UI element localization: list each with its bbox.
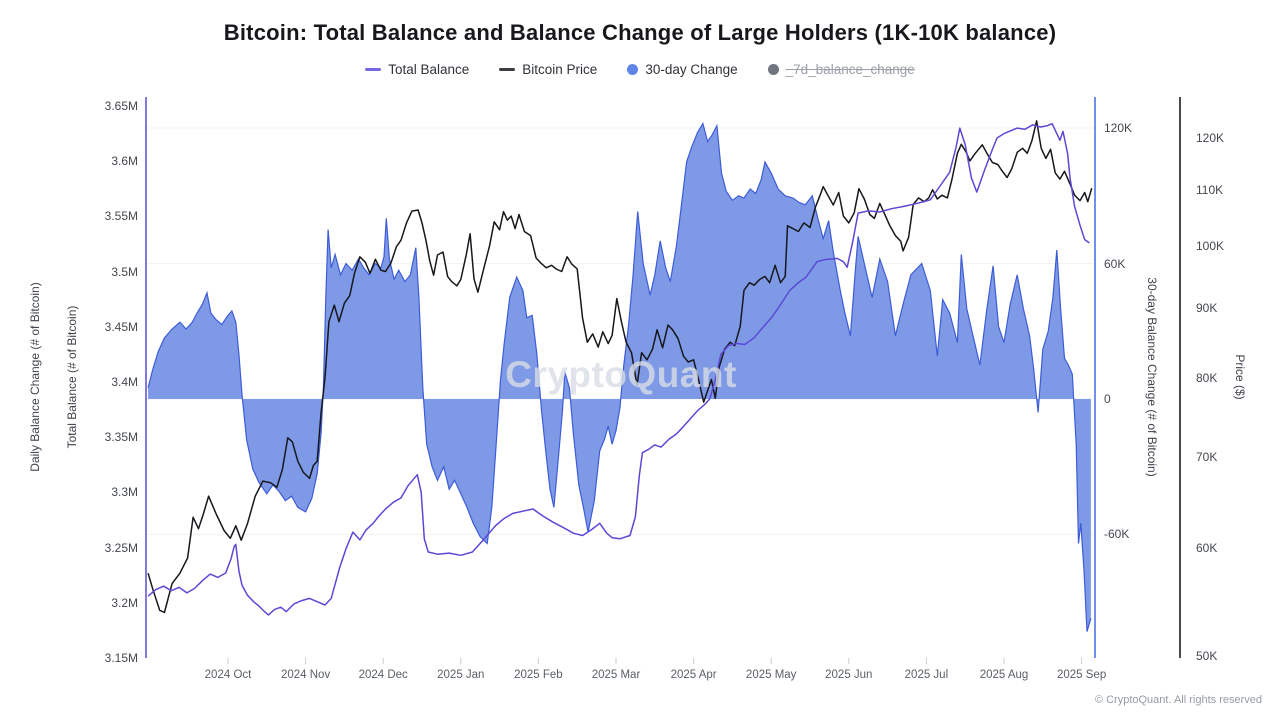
line-marker-icon bbox=[499, 68, 516, 71]
price-axis-tick: 90K bbox=[1196, 301, 1218, 316]
axis-label-total-balance: Total Balance (# of Bitcoin) bbox=[65, 305, 79, 449]
legend-item-total-balance[interactable]: Total Balance bbox=[365, 62, 469, 77]
x-axis-tick: 2025 Sep bbox=[1056, 669, 1107, 681]
balance-axis-tick: 3.55M bbox=[104, 209, 138, 224]
axis-label-daily-balance-change: Daily Balance Change (# of Bitcoin) bbox=[28, 282, 42, 472]
x-axis-tick: 2024 Dec bbox=[358, 669, 408, 681]
price-axis-tick: 70K bbox=[1196, 449, 1218, 464]
price-axis-tick: 80K bbox=[1196, 371, 1218, 385]
change-axis-tick: 60K bbox=[1104, 256, 1126, 271]
change-axis-tick: 120K bbox=[1104, 121, 1133, 135]
legend-label: _7d_balance_change bbox=[785, 62, 915, 77]
balance-axis-tick: 3.4M bbox=[111, 375, 138, 389]
legend: Total Balance Bitcoin Price 30-day Change _… bbox=[0, 62, 1280, 77]
watermark: CryptoQuant bbox=[505, 354, 737, 395]
balance-axis-tick: 3.15M bbox=[104, 651, 138, 665]
balance-axis-tick: 3.5M bbox=[111, 264, 138, 279]
balance-axis-tick: 3.6M bbox=[111, 154, 138, 169]
balance-axis-tick: 3.3M bbox=[111, 485, 138, 500]
balance-axis-tick: 3.35M bbox=[104, 430, 138, 445]
price-axis-tick: 120K bbox=[1196, 131, 1225, 146]
x-axis-tick: 2024 Nov bbox=[280, 669, 331, 681]
x-axis-tick: 2025 May bbox=[745, 669, 797, 681]
balance-axis-tick: 3.25M bbox=[104, 540, 138, 555]
price-axis-tick: 50K bbox=[1196, 648, 1218, 663]
copyright-note: © CryptoQuant. All rights reserved bbox=[1094, 694, 1262, 706]
x-axis-tick: 2025 Jun bbox=[825, 669, 873, 681]
legend-label: 30-day Change bbox=[645, 62, 738, 77]
change-axis-tick: 0 bbox=[1104, 392, 1111, 406]
x-axis-tick: 2025 Jan bbox=[437, 669, 485, 681]
legend-item-bitcoin-price[interactable]: Bitcoin Price bbox=[499, 62, 597, 77]
x-axis-tick: 2025 Jul bbox=[904, 669, 949, 681]
legend-label: Total Balance bbox=[388, 62, 470, 77]
balance-axis-tick: 3.65M bbox=[104, 99, 138, 113]
x-axis-tick: 2024 Oct bbox=[204, 669, 252, 681]
legend-label: Bitcoin Price bbox=[522, 62, 598, 77]
x-axis-tick: 2025 Mar bbox=[591, 669, 641, 681]
circle-marker-icon bbox=[767, 64, 779, 75]
change-axis-tick: -60K bbox=[1104, 527, 1130, 542]
price-axis-tick: 100K bbox=[1196, 239, 1225, 254]
x-axis-tick: 2025 Aug bbox=[979, 669, 1029, 681]
balance-axis-tick: 3.45M bbox=[104, 319, 138, 334]
line-marker-icon bbox=[365, 68, 382, 71]
circle-marker-icon bbox=[627, 64, 639, 75]
axis-label-30d-balance-change: 30-day Balance Change (# of Bitcoin) bbox=[1145, 277, 1159, 477]
page-title: Bitcoin: Total Balance and Balance Chang… bbox=[223, 20, 1057, 45]
legend-item-30-day-change[interactable]: 30-day Change bbox=[627, 62, 738, 77]
x-axis-tick: 2025 Apr bbox=[670, 669, 717, 681]
balance-axis-tick: 3.2M bbox=[111, 595, 138, 610]
legend-item--7d-balance-change[interactable]: _7d_balance_change bbox=[767, 62, 915, 77]
axis-label-price: Price ($) bbox=[1233, 354, 1247, 400]
x-axis-tick: 2025 Feb bbox=[514, 669, 563, 681]
price-axis-tick: 60K bbox=[1196, 541, 1218, 556]
price-axis-tick: 110K bbox=[1196, 182, 1224, 197]
